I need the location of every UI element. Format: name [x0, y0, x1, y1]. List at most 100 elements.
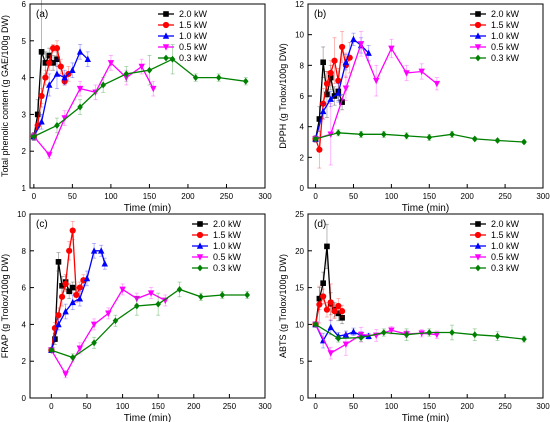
y-tick-label: 6: [22, 284, 27, 293]
data-point: [426, 134, 433, 141]
panel-label: (c): [36, 219, 48, 230]
x-axis-label: Time (min): [124, 413, 171, 422]
y-axis-label: ABTS (g Trolox/100g DW): [278, 254, 288, 358]
data-point: [147, 290, 155, 297]
y-axis-label: Total phenolic content (g GAE/100g DW): [0, 15, 10, 177]
data-point: [342, 58, 350, 66]
data-point: [388, 327, 395, 334]
series-0_3-kW: [312, 129, 527, 146]
data-point: [319, 107, 327, 115]
data-point: [58, 293, 66, 300]
x-tick-label: 150: [143, 192, 157, 201]
data-point: [55, 320, 62, 328]
x-tick-label: 250: [498, 192, 512, 201]
panel-label: (d): [314, 219, 326, 230]
y-tick-label: 4: [300, 123, 305, 132]
data-point: [339, 43, 346, 51]
data-point: [53, 45, 61, 52]
y-tick-label: 6: [300, 92, 305, 101]
data-point: [123, 70, 130, 78]
data-point: [320, 280, 326, 286]
legend-marker: [475, 11, 481, 17]
legend-marker: [162, 44, 170, 51]
data-point: [101, 260, 108, 267]
data-point: [242, 77, 249, 85]
data-point: [46, 52, 53, 59]
data-point: [83, 274, 91, 282]
data-point: [350, 328, 357, 335]
data-point: [53, 70, 61, 77]
y-tick-label: 5: [300, 357, 305, 366]
data-point: [335, 302, 342, 310]
y-tick-label: 10: [295, 320, 304, 329]
data-point: [76, 345, 84, 352]
legend-label: 0.3 kW: [491, 263, 520, 273]
data-point: [66, 288, 72, 295]
x-tick-label: 100: [385, 402, 399, 411]
legend-marker: [162, 21, 170, 29]
x-tick-label: 150: [152, 402, 166, 411]
data-point: [215, 74, 222, 81]
legend-marker: [196, 242, 204, 249]
data-point: [66, 247, 73, 254]
y-tick-label: 0: [300, 394, 305, 403]
x-tick-label: 50: [349, 192, 358, 201]
data-point: [34, 111, 41, 118]
legend-label: 1.0 kW: [491, 31, 520, 41]
data-point: [335, 77, 342, 84]
data-point: [320, 100, 327, 107]
x-tick-label: 300: [258, 402, 272, 411]
data-point: [357, 41, 365, 48]
data-point: [134, 302, 140, 310]
legend-marker: [163, 54, 169, 62]
series-line: [50, 230, 84, 351]
data-point: [358, 130, 364, 138]
data-point: [335, 334, 342, 342]
data-point: [335, 129, 342, 137]
data-point: [381, 130, 387, 138]
data-point: [327, 74, 334, 81]
data-point: [176, 286, 183, 293]
data-point: [54, 122, 60, 129]
legend-marker: [475, 54, 481, 62]
data-point: [105, 310, 112, 317]
data-point: [327, 350, 334, 357]
data-point: [150, 85, 157, 93]
data-point: [57, 63, 64, 70]
data-point: [38, 118, 45, 125]
data-point: [55, 312, 62, 319]
y-tick-label: 0: [22, 394, 27, 403]
x-tick-label: 250: [498, 402, 512, 411]
panel-b: 0 50 100 150 200 250 300 0 2 4 6 8 10 12 Time (min) DPP…: [278, 0, 550, 214]
legend-label: 1.5 kW: [491, 20, 520, 30]
data-point: [46, 81, 53, 88]
data-point: [331, 57, 338, 64]
data-point: [316, 146, 323, 153]
legend: 2.0 kW1.5 kW1.0 kW0.5 kW0.3 kW: [192, 219, 242, 273]
y-tick-label: 2: [300, 153, 305, 162]
legend-label: 0.5 kW: [179, 42, 208, 52]
legend: 2.0 kW1.5 kW1.0 kW0.5 kW0.3 kW: [470, 219, 520, 273]
legend-label: 2.0 kW: [491, 9, 520, 19]
data-point: [316, 301, 323, 308]
legend-marker: [474, 231, 482, 239]
x-tick-label: 200: [461, 192, 475, 201]
data-point: [312, 321, 319, 328]
series-line: [33, 47, 70, 137]
data-point: [373, 77, 380, 85]
x-axis-label: Time (min): [124, 203, 171, 214]
data-point: [138, 63, 145, 71]
legend-label: 0.5 kW: [491, 42, 520, 52]
legend-label: 2.0 kW: [213, 219, 242, 229]
y-tick-label: 0: [300, 184, 305, 193]
plot-frame: [29, 213, 266, 399]
data-point: [69, 298, 76, 306]
legend-label: 2.0 kW: [491, 219, 520, 229]
data-point: [426, 329, 433, 336]
legend-marker: [163, 11, 169, 17]
data-point: [76, 85, 84, 93]
data-point: [388, 45, 395, 53]
data-point: [339, 314, 345, 321]
legend-marker: [162, 32, 170, 39]
data-point: [76, 295, 84, 302]
